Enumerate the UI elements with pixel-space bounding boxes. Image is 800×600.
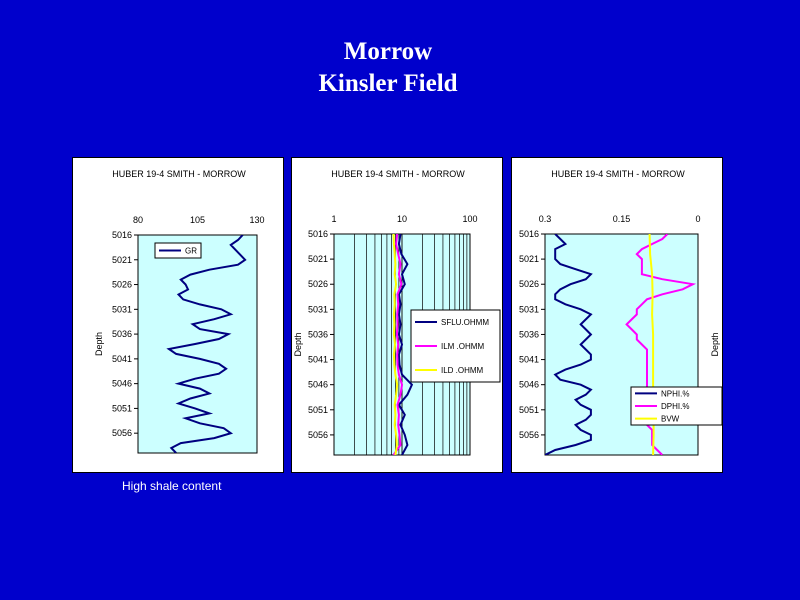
legend-label-ild-ohmm: ILD .OHMM (441, 366, 484, 375)
x-tick-label: 1 (331, 214, 336, 224)
x-tick-label: 100 (462, 214, 477, 224)
x-tick-label: 105 (190, 215, 205, 225)
legend-label-sflu-ohmm: SFLU.OHMM (441, 318, 489, 327)
y-tick-label: 5046 (308, 380, 328, 390)
legend-label-ilm-ohmm: ILM .OHMM (441, 342, 484, 351)
y-tick-label: 5036 (308, 329, 328, 339)
series-line-ild-ohmm (392, 234, 399, 455)
caption-high-shale: High shale content (122, 479, 222, 493)
series-line-ilm-ohmm (392, 234, 404, 455)
y-tick-label: 5041 (112, 354, 132, 364)
y-axis-label: Depth (94, 332, 104, 356)
porosity-log-panel: HUBER 19-4 SMITH - MORROW 0.3 0.15 0 5016 502… (511, 157, 723, 473)
y-tick-label: 5046 (519, 380, 539, 390)
legend-label-dphi: DPHI.% (661, 402, 689, 411)
resistivity-log-panel: HUBER 19-4 SMITH - MORROW 1 10 100 5016 5021 5… (291, 157, 503, 473)
x-tick-label: 0.15 (613, 214, 631, 224)
y-tick-label: 5016 (519, 229, 539, 239)
series-line-nphi (545, 234, 593, 455)
y-tick-label: 5041 (519, 355, 539, 365)
gr-log-panel: HUBER 19-4 SMITH - MORROW 80 105 130 5016 502… (72, 157, 284, 473)
legend-label-gr: GR (185, 247, 197, 256)
title-line-2: Kinsler Field (318, 70, 458, 97)
y-axis-label: Depth (710, 332, 720, 356)
y-tick-label: 5016 (308, 229, 328, 239)
y-tick-label: 5031 (308, 304, 328, 314)
series-line-sflu-ohmm (397, 234, 414, 455)
y-tick-label: 5016 (112, 230, 132, 240)
y-tick-label: 5036 (112, 329, 132, 339)
series-line-gr (166, 235, 247, 453)
y-tick-label: 5051 (519, 405, 539, 415)
y-tick-label: 5056 (308, 430, 328, 440)
y-tick-label: 5046 (112, 379, 132, 389)
y-tick-label: 5021 (308, 254, 328, 264)
x-tick-label: 0 (695, 214, 700, 224)
legend-label-bvw: BVW (661, 415, 680, 424)
title-line-1: Morrow (343, 38, 433, 65)
x-tick-label: 80 (133, 215, 143, 225)
resistivity-log-chart: HUBER 19-4 SMITH - MORROW 1 10 100 5016 5021 5… (293, 169, 501, 456)
y-tick-label: 5056 (112, 428, 132, 438)
chart-title: HUBER 19-4 SMITH - MORROW (331, 169, 465, 179)
x-tick-label: 10 (397, 214, 407, 224)
y-tick-label: 5051 (308, 405, 328, 415)
y-tick-label: 5036 (519, 329, 539, 339)
y-tick-label: 5026 (519, 279, 539, 289)
slide-title: Morrow Kinsler Field (0, 36, 776, 100)
gr-log-chart: HUBER 19-4 SMITH - MORROW 80 105 130 5016 502… (94, 169, 265, 454)
x-tick-label: 130 (249, 215, 264, 225)
porosity-log-chart: HUBER 19-4 SMITH - MORROW 0.3 0.15 0 5016 502… (519, 169, 723, 456)
chart-title: HUBER 19-4 SMITH - MORROW (112, 169, 246, 179)
y-tick-label: 5026 (112, 280, 132, 290)
y-tick-label: 5026 (308, 279, 328, 289)
y-tick-label: 5031 (112, 304, 132, 314)
chart-title: HUBER 19-4 SMITH - MORROW (551, 169, 685, 179)
y-tick-label: 5031 (519, 304, 539, 314)
x-tick-label: 0.3 (539, 214, 552, 224)
y-tick-label: 5021 (519, 254, 539, 264)
legend-label-nphi: NPHI.% (661, 389, 689, 398)
y-tick-label: 5021 (112, 255, 132, 265)
y-axis-label: Depth (293, 332, 303, 356)
y-tick-label: 5041 (308, 355, 328, 365)
y-tick-label: 5056 (519, 430, 539, 440)
y-tick-label: 5051 (112, 403, 132, 413)
